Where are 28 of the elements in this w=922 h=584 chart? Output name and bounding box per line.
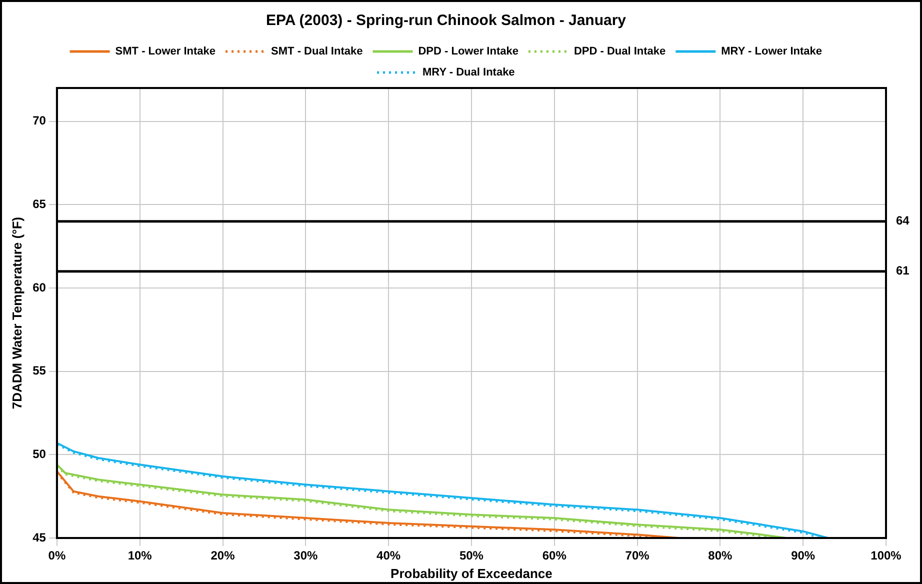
x-axis-title: Probability of Exceedance [390,566,552,581]
legend-label: DPD - Lower Intake [418,46,518,58]
x-tick-label: 30% [294,548,318,563]
y-tick-label: 70 [32,114,46,128]
y-tick-label: 50 [32,446,46,461]
legend-label: SMT - Lower Intake [115,46,216,58]
x-tick-label: 60% [542,548,567,563]
x-tick-label: 50% [459,548,484,563]
ref-line-label: 64 [896,214,910,228]
ref-line-label: 61 [896,264,910,278]
x-tick-label: 70% [625,548,650,563]
legend-label: SMT - Dual Intake [271,46,363,58]
legend-label: MRY - Dual Intake [422,66,515,79]
y-tick-label: 55 [32,364,46,378]
x-tick-label: 20% [210,548,236,563]
x-tick-label: 90% [791,548,816,563]
x-tick-label: 10% [128,548,152,563]
x-tick-label: 0% [48,548,66,563]
legend-label: MRY - Lower Intake [721,46,822,58]
x-tick-label: 80% [708,548,733,563]
legend-label: DPD - Dual Intake [574,46,666,58]
x-tick-label: 40% [376,548,401,563]
y-tick-label: 65 [32,196,46,211]
y-tick-label: 60 [32,280,46,294]
x-tick-label: 100% [870,548,902,563]
chart-title: EPA (2003) - Spring-run Chinook Salmon - January [266,12,627,30]
y-tick-label: 45 [32,530,46,544]
y-axis-title: 7DADM Water Temperature (°F) [9,216,24,410]
